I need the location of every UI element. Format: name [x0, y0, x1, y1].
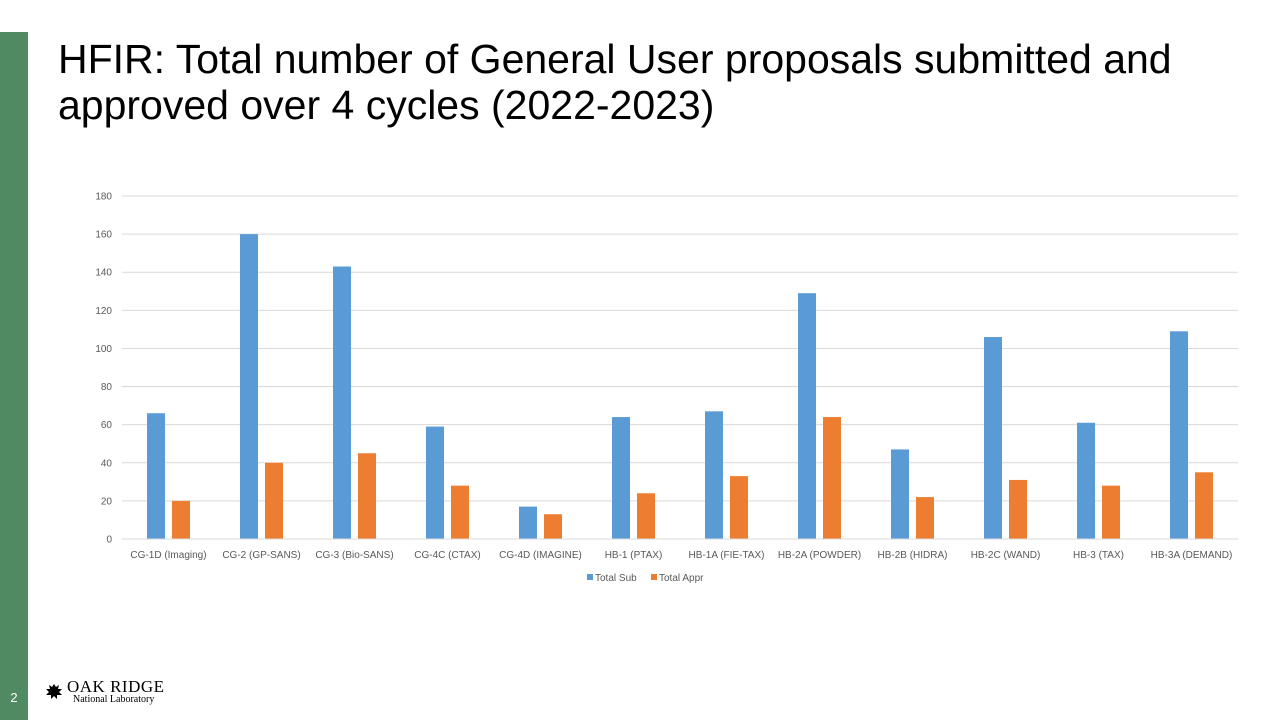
logo: OAK RIDGE National Laboratory — [44, 678, 165, 705]
y-tick-label: 120 — [95, 306, 112, 317]
x-tick-label: CG-2 (GP-SANS) — [222, 550, 300, 561]
y-tick-label: 20 — [101, 496, 113, 507]
bar-total-appr — [1102, 485, 1120, 539]
legend-swatch — [587, 574, 593, 580]
x-tick-label: HB-2A (POWDER) — [778, 550, 861, 561]
bar-total-sub — [984, 337, 1002, 539]
bar-total-appr — [265, 462, 283, 539]
bar-total-appr — [358, 453, 376, 539]
bar-total-appr — [916, 497, 934, 539]
bar-total-appr — [1195, 472, 1213, 539]
bar-total-sub — [1077, 422, 1095, 539]
bar-total-appr — [451, 485, 469, 539]
bar-total-sub — [519, 506, 537, 539]
bar-total-appr — [730, 476, 748, 539]
logo-line2: National Laboratory — [73, 694, 155, 705]
bar-total-sub — [705, 411, 723, 539]
legend-swatch — [651, 574, 657, 580]
x-tick-label: CG-4C (CTAX) — [414, 550, 480, 561]
sidebar-accent — [0, 32, 28, 720]
bar-total-sub — [240, 234, 258, 539]
bar-total-sub — [1170, 331, 1188, 539]
y-tick-label: 60 — [101, 420, 113, 431]
bar-total-sub — [147, 413, 165, 539]
x-tick-label: HB-2C (WAND) — [971, 550, 1041, 561]
y-tick-label: 160 — [95, 230, 112, 241]
x-tick-label: CG-4D (IMAGINE) — [499, 550, 582, 561]
slide-title: HFIR: Total number of General User propo… — [58, 36, 1172, 128]
bar-total-appr — [637, 493, 655, 539]
x-tick-label: HB-1 (PTAX) — [605, 550, 663, 561]
bar-total-appr — [544, 514, 562, 539]
bar-total-sub — [333, 266, 351, 539]
y-tick-label: 140 — [95, 268, 112, 279]
page-number: 2 — [10, 690, 18, 705]
bar-total-appr — [172, 500, 190, 539]
bar-total-sub — [612, 417, 630, 539]
y-tick-label: 0 — [106, 535, 112, 546]
y-tick-label: 40 — [101, 458, 113, 469]
bar-total-appr — [823, 417, 841, 539]
bar-total-sub — [798, 293, 816, 539]
bar-total-sub — [426, 426, 444, 539]
y-tick-label: 180 — [95, 192, 112, 203]
y-tick-label: 100 — [95, 344, 112, 355]
x-tick-label: HB-3 (TAX) — [1073, 550, 1124, 561]
x-tick-label: HB-1A (FIE-TAX) — [689, 550, 765, 561]
oak-leaf-icon — [46, 683, 62, 699]
x-tick-label: HB-3A (DEMAND) — [1151, 550, 1233, 561]
logo-line1: OAK RIDGE — [67, 677, 165, 696]
bar-total-appr — [1009, 479, 1027, 539]
x-tick-label: CG-3 (Bio-SANS) — [315, 550, 393, 561]
x-tick-label: HB-2B (HIDRA) — [877, 550, 947, 561]
bar-total-sub — [891, 449, 909, 539]
legend-label: Total Sub — [595, 573, 637, 584]
x-tick-label: CG-1D (Imaging) — [130, 550, 206, 561]
legend-label: Total Appr — [659, 573, 704, 584]
y-tick-label: 80 — [101, 382, 113, 393]
